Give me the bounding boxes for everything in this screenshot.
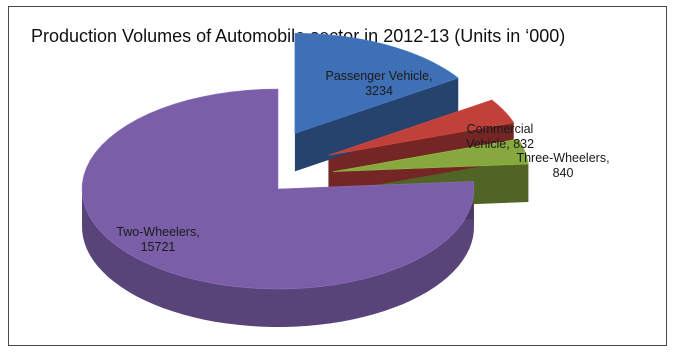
- slice-passenger-vehicle: [294, 33, 459, 134]
- slice-label-line: Vehicle, 832: [466, 137, 534, 151]
- slice-label-line: 15721: [141, 240, 176, 254]
- slice-label-commercial-vehicle: Commercial Vehicle, 832: [466, 122, 534, 151]
- pie-sides: [82, 78, 529, 327]
- slice-side-two-wheelers: [82, 187, 474, 327]
- slice-label-line: Two-Wheelers,: [116, 225, 199, 239]
- slice-wall-passenger-vehicle: [294, 78, 459, 172]
- pie-tops: [81, 33, 529, 290]
- slice-label-line: Passenger Vehicle,: [325, 69, 432, 83]
- slice-two-wheelers: [81, 88, 475, 290]
- slice-label-two-wheelers: Two-Wheelers, 15721: [116, 225, 199, 254]
- slice-commercial-vehicle: [328, 99, 515, 156]
- slice-label-three-wheelers: Three-Wheelers, 840: [516, 151, 609, 180]
- slice-label-line: Commercial: [467, 122, 534, 136]
- slice-label-line: 3234: [365, 84, 393, 98]
- slice-label-line: Three-Wheelers,: [516, 151, 609, 165]
- slice-label-line: 840: [553, 166, 574, 180]
- slice-label-passenger-vehicle: Passenger Vehicle, 3234: [325, 69, 432, 98]
- slice-three-wheelers: [332, 138, 529, 172]
